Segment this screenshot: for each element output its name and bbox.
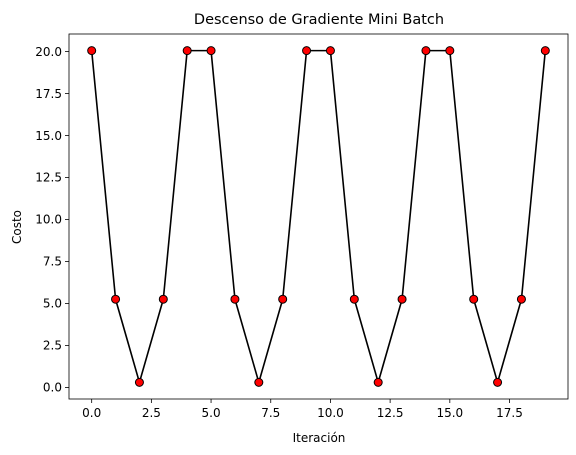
data-point <box>493 377 503 387</box>
y-tick-label: 17.5 <box>35 87 62 101</box>
data-point <box>373 377 383 387</box>
x-tick-label: 7.5 <box>261 406 280 420</box>
x-tick-label: 10.0 <box>317 406 344 420</box>
data-point <box>421 46 431 56</box>
data-point <box>87 46 97 56</box>
data-point <box>397 294 407 304</box>
data-point <box>469 294 479 304</box>
x-tick-label: 0.0 <box>82 406 101 420</box>
x-axis-label: Iteración <box>293 431 346 445</box>
data-point <box>325 46 335 56</box>
data-point <box>206 46 216 56</box>
y-tick-label: 15.0 <box>35 129 62 143</box>
x-tick-label: 12.5 <box>377 406 404 420</box>
y-tick-label: 10.0 <box>35 213 62 227</box>
data-point <box>182 46 192 56</box>
y-tick-label: 0.0 <box>43 381 62 395</box>
axes-frame <box>68 33 569 400</box>
data-point <box>254 377 264 387</box>
x-tick-label: 15.0 <box>436 406 463 420</box>
data-point <box>230 294 240 304</box>
plot-area: 0.0 2.5 5.0 7.5 10.0 12.5 15.0 17.5 0.0 2.5 5.0 7.5… <box>35 33 569 420</box>
data-point <box>445 46 455 56</box>
data-point <box>540 46 550 56</box>
chart-title: Descenso de Gradiente Mini Batch <box>194 12 444 28</box>
y-axis-label: Costo <box>10 210 24 244</box>
data-point <box>278 294 288 304</box>
data-point <box>158 294 168 304</box>
data-point <box>134 377 144 387</box>
y-tick-label: 5.0 <box>43 297 62 311</box>
data-point <box>302 46 312 56</box>
y-tick-label: 2.5 <box>43 339 62 353</box>
y-tick-label: 12.5 <box>35 171 62 185</box>
data-point <box>516 294 526 304</box>
series-line <box>90 49 547 384</box>
data-point <box>111 294 121 304</box>
y-tick-label: 7.5 <box>43 255 62 269</box>
data-point <box>349 294 359 304</box>
x-tick-label: 5.0 <box>202 406 221 420</box>
x-tick-label: 17.5 <box>496 406 523 420</box>
x-tick-label: 2.5 <box>142 406 161 420</box>
y-tick-label: 20.0 <box>35 45 62 59</box>
